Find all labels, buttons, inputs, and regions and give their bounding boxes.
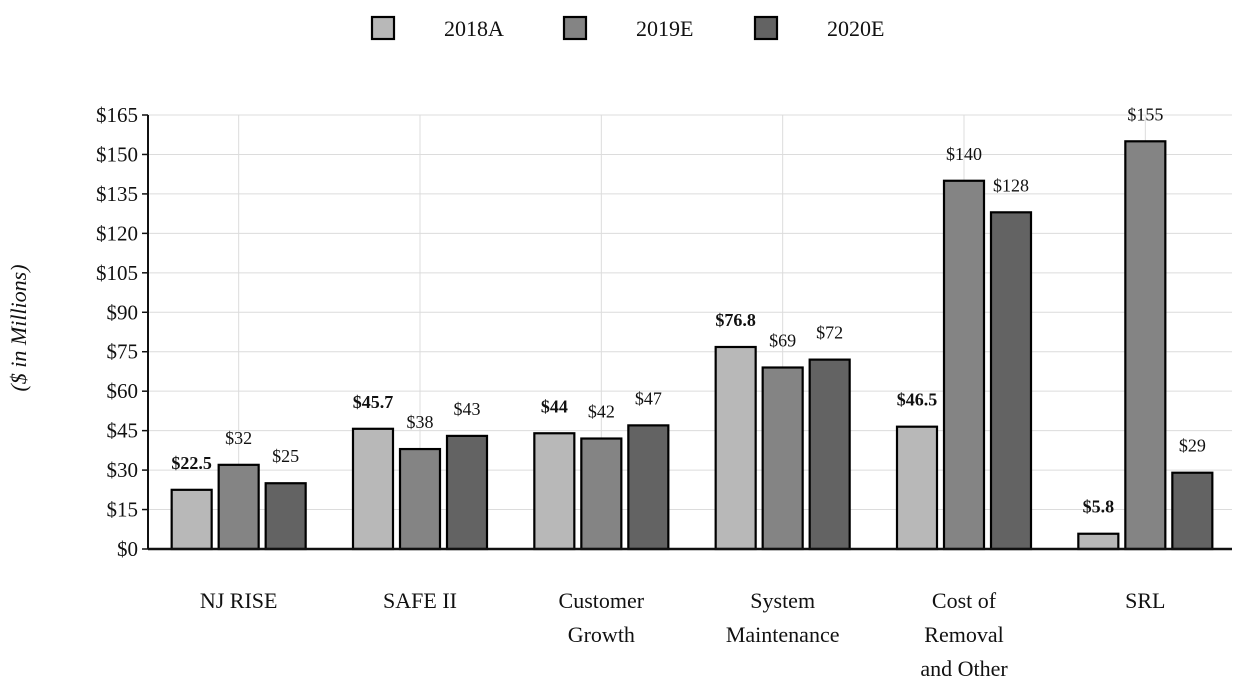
data-label: $72 [816,323,843,343]
bar-2019e [398,447,442,551]
bar-2019e [580,437,623,551]
data-label: $128 [993,175,1029,195]
legend: 2018A 2019E 2020E [370,15,884,41]
y-tick-label: $75 [107,340,139,364]
category-label: Cost of [932,588,997,613]
bar-2020e [445,434,489,551]
y-tick-label: $90 [107,300,139,324]
y-tick-labels: $0 $15 $30 $45 $60 $75 $90 $105 $120 $135 $150 $165 [96,103,138,561]
bar-2018a [170,488,213,551]
category-label: and Other [920,656,1008,677]
category-label: Growth [568,622,635,647]
legend-swatch [562,15,588,41]
data-labels: $22.5 $32 $25 $45.7 $38 $43 $44 $42 $47 $76.8 $69 $… [171,104,1205,516]
y-tick-label: $165 [96,103,138,127]
bar-2018a [1077,532,1120,551]
data-label: $38 [407,412,434,432]
category-label: NJ RISE [200,588,278,613]
data-label: $22.5 [171,453,212,473]
data-label: $45.7 [353,392,394,412]
category-label: Customer [559,588,645,613]
data-label: $44 [541,396,568,416]
bars [170,140,1214,551]
bar-2020e [989,211,1033,551]
axes [142,114,1232,551]
y-tick-label: $135 [96,182,138,206]
bar-2020e [264,482,307,551]
legend-swatch [370,15,396,41]
data-label: $29 [1179,436,1206,456]
data-label: $43 [454,399,481,419]
bar-2020e [808,358,851,551]
data-label: $76.8 [715,310,756,330]
data-label: $155 [1127,104,1163,124]
y-axis-label: ($ in Millions) [6,264,31,391]
category-label: System [750,588,815,613]
data-label: $5.8 [1083,497,1115,517]
bar-2018a [533,432,576,551]
category-label: Maintenance [726,622,840,647]
y-tick-label: $120 [96,221,138,245]
bar-2019e [761,366,804,551]
category-labels: NJ RISE SAFE II Customer Growth System Mainte… [200,588,1166,677]
bar-2018a [351,427,395,551]
bar-2020e [1171,471,1214,551]
y-tick-label: $60 [107,379,139,403]
legend-swatch [753,15,779,41]
y-tick-label: $0 [117,537,138,561]
y-tick-label: $15 [107,498,139,522]
legend-label: 2020E [827,16,884,41]
legend-label: 2018A [444,16,504,41]
data-label: $140 [946,144,982,164]
y-tick-label: $30 [107,458,139,482]
y-tick-label: $45 [107,419,139,443]
y-tick-label: $105 [96,261,138,285]
category-label: SRL [1125,588,1165,613]
legend-label: 2019E [636,16,693,41]
data-label: $47 [635,388,662,408]
bar-2019e [1124,140,1167,551]
bar-2020e [627,424,670,551]
category-label: Removal [924,622,1003,647]
y-tick-label: $150 [96,142,138,166]
data-label: $69 [769,331,796,351]
bar-2019e [217,463,260,551]
data-label: $25 [272,446,299,466]
category-label: SAFE II [383,588,457,613]
data-label: $32 [225,428,252,448]
bar-2019e [942,179,986,551]
data-label: $42 [588,402,615,422]
grid-lines [148,114,1232,550]
data-label: $46.5 [897,390,938,410]
bar-2018a [714,345,757,551]
bar-2018a [895,425,939,551]
